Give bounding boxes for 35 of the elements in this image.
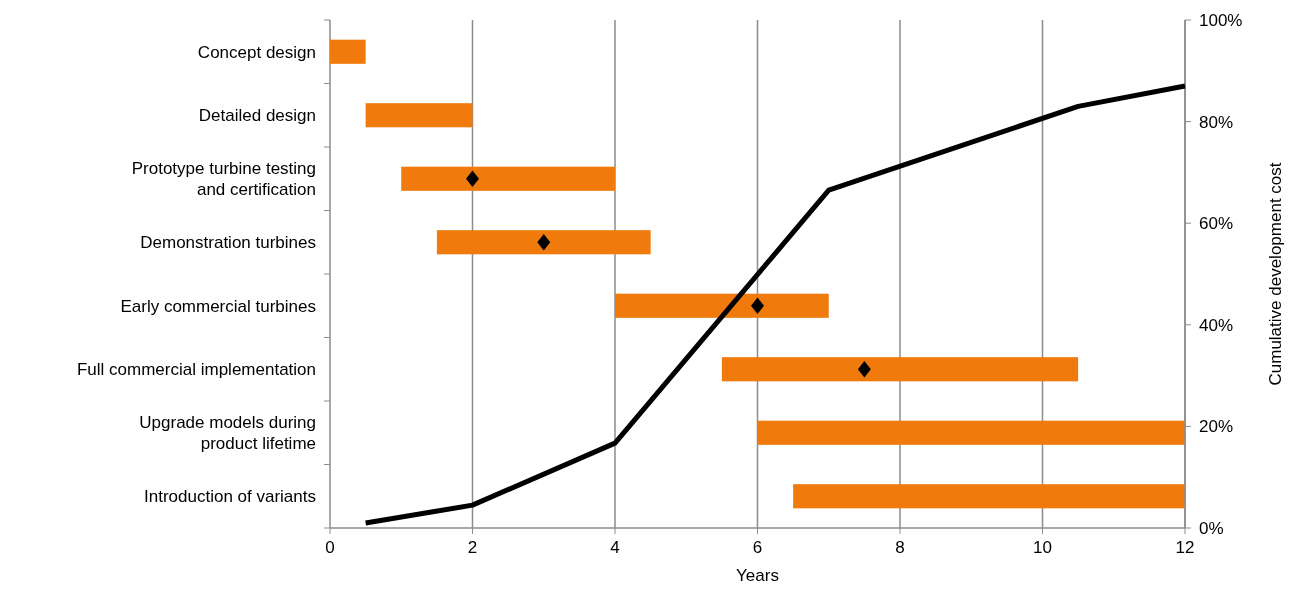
point	[466, 170, 479, 188]
x-tick-label: 4	[610, 538, 620, 557]
bar	[615, 293, 829, 318]
y2-tick-label: 80%	[1199, 112, 1234, 132]
y2-axis-title: Cumulative development cost	[1266, 162, 1285, 386]
x-tick-label: 6	[752, 538, 763, 557]
y-tick-label: Early commercial turbines	[120, 296, 316, 316]
x-tick-label: 2	[467, 538, 478, 557]
y-tick-label: Demonstration turbines	[140, 233, 316, 253]
y-tick-label: Concept design	[197, 42, 316, 62]
point	[537, 233, 551, 251]
y2-tick-label: 60%	[1199, 214, 1234, 234]
y2-tick-label: 20%	[1199, 417, 1234, 437]
y-tick-label: Introduction of variants	[144, 487, 316, 507]
x-tick-label: 0	[325, 538, 335, 557]
y2-tick-label: 100%	[1199, 11, 1243, 30]
point	[857, 360, 871, 378]
bar	[793, 484, 1185, 509]
bar	[436, 230, 651, 255]
x-tick-label: 12	[1175, 538, 1195, 557]
bar	[757, 420, 1185, 445]
point	[751, 297, 764, 315]
x-tick-label: 10	[1033, 538, 1052, 557]
y2-tick-label: 0%	[1199, 519, 1224, 538]
bar	[721, 357, 1079, 382]
x-axis-title: Years	[736, 566, 779, 585]
y-tick-label: Upgrade models during product lifetime	[139, 413, 316, 454]
bar	[330, 39, 366, 64]
y2-tick-label: 40%	[1199, 315, 1234, 335]
bar	[365, 103, 473, 128]
y-tick-label: Detailed design	[198, 106, 316, 126]
y-tick-label: Full commercial implementation	[76, 360, 316, 380]
x-tick-label: 8	[895, 538, 905, 557]
bar	[401, 166, 615, 191]
y-tick-label: Prototype turbine testing and certification	[131, 159, 316, 200]
